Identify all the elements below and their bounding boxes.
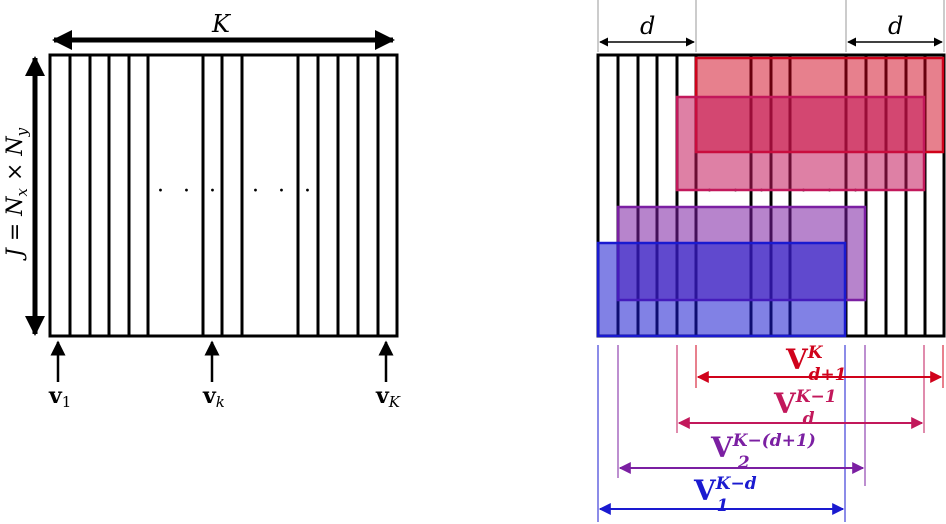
d-label-left: d: [640, 12, 655, 40]
window-blue: [596, 241, 847, 338]
j-label: J = Nx × Ny: [3, 127, 31, 261]
vk-label: vk: [202, 383, 225, 411]
top-guides: [597, 0, 945, 52]
label-v-purple: VK−(d+1) 2: [710, 431, 816, 473]
left-matrix-columns: [68, 55, 380, 336]
k-label: K: [211, 10, 232, 38]
label-v-blue: VK−d 1: [693, 474, 757, 516]
d-label-right: d: [888, 12, 903, 40]
label-v-red: VK d+1: [785, 343, 846, 385]
window-pink: [675, 95, 926, 192]
dots-left-1: · · ·: [157, 179, 222, 204]
label-v-pink: VK−1 d: [773, 387, 837, 429]
dots-left-2: · · ·: [252, 179, 317, 204]
v1-label: v1: [48, 383, 71, 411]
left-matrix: · · · · · · K J = Nx × Ny v1 vk vK: [3, 10, 401, 411]
right-matrix: d d · · · · · ·: [596, 0, 946, 522]
vK-label: vK: [375, 383, 401, 411]
